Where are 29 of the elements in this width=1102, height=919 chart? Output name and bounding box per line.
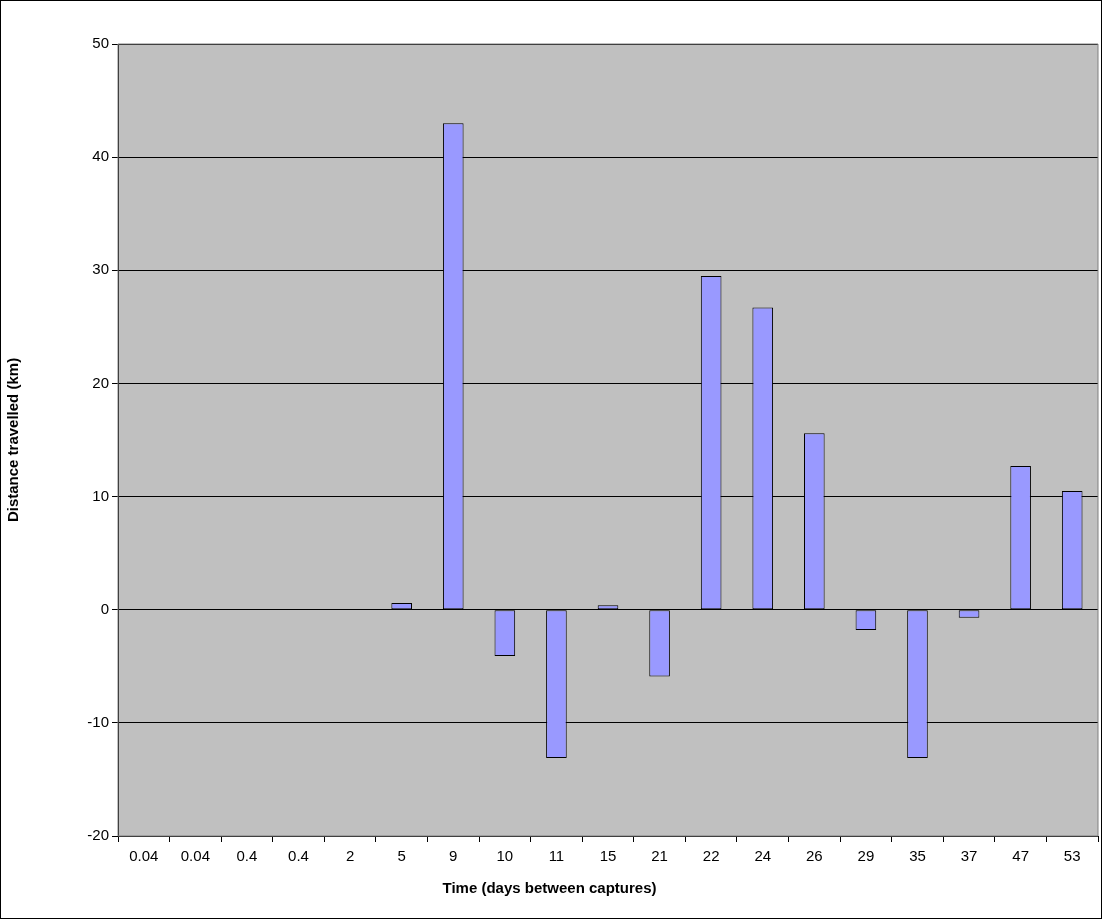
x-tick-label: 35 xyxy=(909,847,926,865)
y-tick-label: -20 xyxy=(87,826,109,844)
y-tick-label: 10 xyxy=(92,486,109,504)
y-tick-label: 40 xyxy=(92,147,109,165)
y-tick-label: 20 xyxy=(92,373,109,391)
x-tick-label: 11 xyxy=(548,847,565,865)
x-tick-label: 0.4 xyxy=(236,847,258,865)
y-tick-label: -10 xyxy=(87,713,109,730)
y-tick-label: 0 xyxy=(100,599,109,617)
x-tick-label: 29 xyxy=(857,847,875,865)
x-tick-label: 53 xyxy=(1063,847,1081,865)
x-tick-label: 9 xyxy=(449,847,458,865)
x-tick-label: 0.4 xyxy=(288,847,309,865)
x-tick-label: 2 xyxy=(345,847,355,865)
x-tick-label: 0.04 xyxy=(129,847,159,865)
y-axis-title: Distance travelled (km) xyxy=(4,357,22,523)
x-tick-label: 47 xyxy=(1012,847,1029,865)
y-tick-label: 50 xyxy=(92,34,109,52)
x-tick-label: 0.04 xyxy=(180,847,210,865)
x-tick-label: 37 xyxy=(960,847,978,865)
x-tick-label: 22 xyxy=(702,847,720,865)
x-tick-label: 10 xyxy=(496,847,514,865)
x-tick-label: 5 xyxy=(397,847,406,865)
x-tick-label: 26 xyxy=(805,847,823,865)
y-tick-label: 30 xyxy=(92,260,109,278)
x-tick-label: 21 xyxy=(651,847,668,865)
x-tick-label: 15 xyxy=(599,847,617,865)
x-tick-label: 24 xyxy=(754,847,772,865)
x-axis-title: Time (days between captures) xyxy=(442,879,657,897)
